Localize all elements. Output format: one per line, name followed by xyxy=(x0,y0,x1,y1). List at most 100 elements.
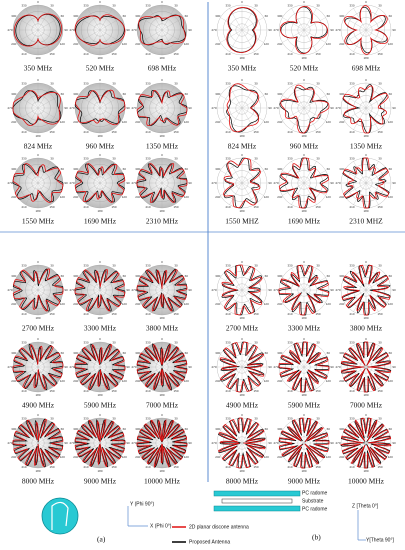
angle-label: 300 xyxy=(135,14,140,18)
angle-label: 30 xyxy=(50,417,54,421)
polar-spoke xyxy=(78,170,101,184)
panel-label: 3300 MHz xyxy=(84,324,117,333)
angle-label: 270 xyxy=(69,441,74,445)
polar-spoke xyxy=(365,95,388,109)
legend-label: Proposed Antenna xyxy=(189,539,230,545)
angle-label: 120 xyxy=(326,302,331,306)
polar-spoke xyxy=(365,354,388,368)
polar-spoke xyxy=(344,366,367,380)
angle-label: 150 xyxy=(49,389,54,393)
angle-label: 330 xyxy=(83,157,88,161)
polar-spoke xyxy=(16,289,39,303)
polar-spoke xyxy=(87,107,101,130)
angle-label: 60 xyxy=(185,351,189,355)
angle-label: 240 xyxy=(277,379,282,383)
angle-label: 150 xyxy=(111,465,116,469)
angle-label: 150 xyxy=(173,130,178,134)
angle-label: 30 xyxy=(112,341,116,345)
polar-spoke xyxy=(149,182,163,205)
angle-label: 240 xyxy=(11,379,16,383)
panel-label: 8000 MHz xyxy=(22,477,55,486)
polar-spoke xyxy=(365,29,388,43)
angle-label: 270 xyxy=(131,441,136,445)
angle-label: 330 xyxy=(225,157,230,161)
angle-label: 210 xyxy=(83,52,88,56)
angle-label: 330 xyxy=(145,417,150,421)
angle-label: 180 xyxy=(363,469,368,473)
angle-label: 30 xyxy=(316,341,320,345)
panel-label: 1350 MHz xyxy=(146,142,179,151)
angle-label: 210 xyxy=(349,130,354,134)
angle-label: 300 xyxy=(135,427,140,431)
pattern-discone xyxy=(12,418,64,468)
polar-spoke xyxy=(220,95,243,109)
angle-label: 30 xyxy=(50,341,54,345)
polar-spoke xyxy=(16,182,39,196)
angle-label: 150 xyxy=(111,205,116,209)
angle-label: 210 xyxy=(225,52,230,56)
angle-label: 30 xyxy=(378,264,382,268)
polar-spoke xyxy=(99,421,113,444)
angle-label: 120 xyxy=(60,455,65,459)
angle-label: 0 xyxy=(161,413,163,417)
angle-label: 240 xyxy=(135,42,140,46)
panel-label: 10000 MHz xyxy=(144,477,181,486)
angle-label: 60 xyxy=(185,14,189,18)
angle-label: 240 xyxy=(215,455,220,459)
angle-label: 240 xyxy=(339,42,344,46)
pattern-discone xyxy=(278,417,330,469)
angle-label: 300 xyxy=(339,92,344,96)
angle-label: 330 xyxy=(287,4,292,8)
angle-label: 60 xyxy=(389,92,393,96)
angle-label: 270 xyxy=(131,288,136,292)
polar-spoke xyxy=(241,182,264,196)
polar-spoke xyxy=(365,161,379,184)
polar-spoke xyxy=(16,366,39,380)
angle-label: 150 xyxy=(49,465,54,469)
angle-label: 90 xyxy=(126,288,130,292)
angle-label: 60 xyxy=(123,427,127,431)
angle-label: 270 xyxy=(273,288,278,292)
polar-spoke xyxy=(241,161,255,184)
angle-label: 210 xyxy=(287,205,292,209)
polar-spoke xyxy=(99,289,122,303)
angle-label: 120 xyxy=(122,455,127,459)
angle-label: 330 xyxy=(145,4,150,8)
angle-label: 90 xyxy=(330,288,334,292)
polar-spoke xyxy=(37,268,51,291)
polar-spoke xyxy=(303,29,317,52)
pattern-discone xyxy=(74,268,126,312)
polar-spoke xyxy=(353,8,367,31)
pattern-discone xyxy=(136,163,188,203)
angle-label: 150 xyxy=(315,52,320,56)
angle-label: 240 xyxy=(277,455,282,459)
angle-label: 240 xyxy=(11,455,16,459)
polar-spoke xyxy=(99,289,113,312)
angle-label: 180 xyxy=(239,56,244,60)
panel-label: 7000 MHz xyxy=(146,401,179,410)
angle-label: 0 xyxy=(161,78,163,82)
polar-spoke xyxy=(78,95,101,109)
polar-spoke xyxy=(37,95,60,109)
angle-label: 300 xyxy=(215,92,220,96)
polar-spoke xyxy=(161,182,184,196)
angle-label: 240 xyxy=(215,42,220,46)
angle-label: 210 xyxy=(145,205,150,209)
angle-label: 270 xyxy=(7,365,12,369)
polar-spoke xyxy=(87,182,101,205)
angle-label: 210 xyxy=(349,52,354,56)
polar-spoke xyxy=(220,107,243,121)
polar-spoke xyxy=(149,29,163,52)
angle-label: 150 xyxy=(377,312,382,316)
angle-label: 30 xyxy=(112,417,116,421)
angle-label: 300 xyxy=(339,427,344,431)
angle-label: 210 xyxy=(21,389,26,393)
polar-spoke xyxy=(87,29,101,52)
angle-label: 90 xyxy=(392,288,396,292)
angle-label: 240 xyxy=(11,120,16,124)
angle-label: 90 xyxy=(126,365,130,369)
pattern-discone xyxy=(343,5,389,55)
angle-label: 300 xyxy=(277,14,282,18)
polar-spoke xyxy=(344,182,367,196)
angle-label: 210 xyxy=(83,389,88,393)
